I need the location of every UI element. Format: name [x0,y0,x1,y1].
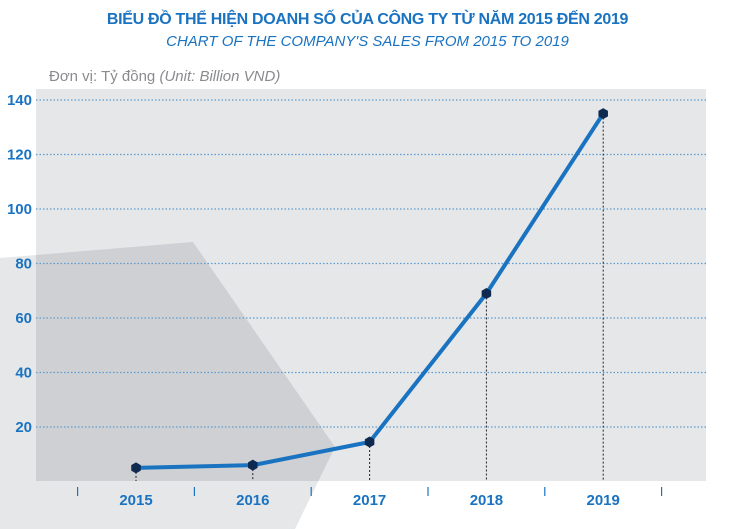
y-tick-label: 120 [7,147,32,164]
y-tick-label: 60 [15,310,32,327]
y-tick-label: 20 [15,419,32,436]
chart-subtitle: CHART OF THE COMPANY'S SALES FROM 2015 T… [166,33,569,50]
y-tick-label: 80 [15,256,32,273]
data-point-marker [598,108,608,120]
unit-label-vi: Đơn vị: Tỷ đồng [49,68,156,85]
unit-label: Đơn vị: Tỷ đồng (Unit: Billion VND) [49,68,280,85]
x-tick-label: 2017 [353,492,386,509]
data-point-marker [131,462,141,474]
x-tick-label: 2016 [236,492,269,509]
y-tick-label: 40 [15,365,32,382]
x-tick-label: 2019 [587,492,620,509]
y-tick-label: 100 [7,201,32,218]
data-point-marker [248,459,258,471]
unit-label-en: (Unit: Billion VND) [159,68,281,85]
data-point-marker [481,287,492,299]
x-tick-label: 2015 [119,492,152,509]
y-tick-label: 140 [7,92,32,109]
data-point-marker [364,436,375,448]
plot-shape [36,242,335,481]
chart-title: BIỂU ĐỒ THỂ HIỆN DOANH SỐ CỦA CÔNG TY TỪ… [106,11,629,28]
x-tick-label: 2018 [470,492,503,509]
